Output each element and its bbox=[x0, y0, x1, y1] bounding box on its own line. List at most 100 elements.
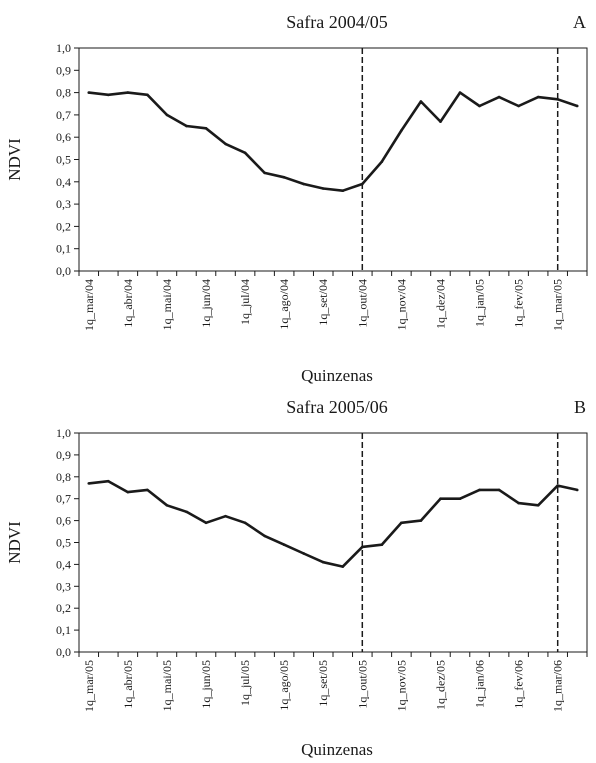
x-tick-label: 1q_dez/05 bbox=[433, 660, 447, 710]
x-tick-label: 1q_jun/04 bbox=[199, 279, 213, 328]
ndvi-data-point bbox=[439, 497, 442, 501]
y-tick-label: 0,0 bbox=[56, 264, 71, 278]
ndvi-series-line bbox=[88, 479, 578, 568]
y-tick-label: 0,6 bbox=[56, 514, 71, 528]
x-tick-label: 1q_jan/05 bbox=[473, 279, 487, 327]
x-tick-label: 1q_set/04 bbox=[316, 279, 330, 326]
ndvi-data-point bbox=[439, 120, 442, 123]
ndvi-data-point bbox=[321, 187, 325, 190]
y-tick-label: 0,9 bbox=[56, 448, 71, 462]
chart-panel-a: 0,0 0,1 0,2 0,3 0,4 0,5 0,6 0,7 0,8 0,9 1,0 1q_mar/… bbox=[5, 12, 588, 385]
ndvi-data-point bbox=[165, 503, 169, 507]
ndvi-data-point bbox=[263, 534, 266, 538]
chart-panel-b: 0,0 0,1 0,2 0,3 0,4 0,5 0,6 0,7 0,8 0,9 1,0 1q_mar/… bbox=[5, 397, 588, 759]
x-tick-label: 1q_dez/04 bbox=[433, 279, 447, 329]
chart-title: Safra 2005/06 bbox=[286, 397, 387, 417]
ndvi-data-point bbox=[400, 129, 403, 132]
ndvi-data-point bbox=[536, 503, 540, 507]
x-tick-label: 1q_nov/05 bbox=[394, 660, 408, 711]
y-tick-label: 0,1 bbox=[56, 242, 71, 256]
ndvi-data-point bbox=[107, 93, 110, 97]
x-tick-label: 1q_fev/05 bbox=[512, 279, 526, 328]
ndvi-series-line bbox=[88, 91, 578, 192]
plot-frame bbox=[78, 432, 588, 653]
ndvi-data-point bbox=[107, 479, 110, 483]
x-tick-label: 1q_jun/05 bbox=[199, 660, 213, 709]
x-tick-label: 1q_jul/05 bbox=[238, 660, 252, 706]
y-tick-label: 0,1 bbox=[56, 623, 71, 637]
ndvi-data-point bbox=[185, 124, 188, 128]
y-tick-label: 0,5 bbox=[56, 153, 71, 167]
chart-title: Safra 2004/05 bbox=[286, 12, 387, 32]
ndvi-data-point bbox=[224, 142, 227, 146]
ndvi-data-point bbox=[341, 565, 345, 568]
ndvi-data-point bbox=[146, 488, 149, 492]
ndvi-data-point bbox=[87, 91, 91, 94]
ndvi-data-point bbox=[243, 151, 247, 155]
ndvi-data-point bbox=[204, 521, 208, 525]
ndvi-data-point bbox=[87, 482, 91, 485]
x-tick-label: 1q_fev/06 bbox=[512, 660, 526, 709]
ndvi-data-point bbox=[302, 182, 305, 186]
y-tick-label: 0,3 bbox=[56, 579, 71, 593]
y-tick-label: 0,5 bbox=[56, 536, 71, 550]
ndvi-data-point bbox=[185, 510, 188, 514]
ndvi-data-point bbox=[321, 560, 325, 564]
ndvi-data-point bbox=[419, 519, 423, 522]
panel-letter: A bbox=[573, 12, 586, 32]
y-tick-label: 1,0 bbox=[56, 41, 71, 55]
ndvi-data-point bbox=[458, 91, 462, 94]
x-tick-label: 1q_mar/06 bbox=[551, 660, 565, 712]
y-tick-label: 0,8 bbox=[56, 470, 71, 484]
y-tick-label: 0,4 bbox=[56, 175, 71, 189]
x-tick-label: 1q_mar/05 bbox=[551, 279, 565, 331]
ndvi-data-point bbox=[361, 182, 364, 186]
x-tick-label: 1q_mar/05 bbox=[82, 660, 96, 712]
x-tick-label: 1q_mai/05 bbox=[160, 660, 174, 711]
ndvi-data-point bbox=[478, 488, 481, 492]
y-axis-label: NDVI bbox=[5, 138, 24, 181]
y-tick-label: 0,0 bbox=[56, 645, 71, 659]
ndvi-data-point bbox=[556, 484, 559, 487]
ndvi-data-point bbox=[497, 488, 501, 492]
ndvi-data-point bbox=[204, 126, 208, 130]
y-tick-label: 0,2 bbox=[56, 219, 71, 233]
y-tick-label: 0,7 bbox=[56, 108, 71, 122]
y-tick-label: 0,4 bbox=[56, 557, 71, 571]
x-axis-label: Quinzenas bbox=[301, 740, 373, 759]
ndvi-data-point bbox=[497, 95, 501, 99]
ndvi-data-point bbox=[517, 501, 520, 505]
ndvi-data-point bbox=[400, 521, 403, 525]
ndvi-data-point bbox=[243, 521, 247, 525]
x-tick-label: 1q_mar/04 bbox=[82, 279, 96, 331]
x-tick-label: 1q_jul/04 bbox=[238, 279, 252, 325]
ndvi-data-point bbox=[282, 176, 286, 179]
y-tick-label: 0,6 bbox=[56, 130, 71, 144]
x-tick-label: 1q_ago/04 bbox=[277, 279, 291, 330]
ndvi-data-point bbox=[380, 160, 384, 164]
ndvi-data-point bbox=[478, 104, 481, 108]
x-tick-label: 1q_out/04 bbox=[355, 279, 369, 328]
x-tick-label: 1q_set/05 bbox=[316, 660, 330, 707]
x-tick-label: 1q_mai/04 bbox=[160, 279, 174, 330]
ndvi-data-point bbox=[165, 113, 169, 117]
y-tick-label: 0,2 bbox=[56, 601, 71, 615]
ndvi-data-point bbox=[575, 488, 579, 492]
ndvi-data-point bbox=[575, 104, 579, 108]
ndvi-data-point bbox=[341, 189, 345, 193]
x-tick-label: 1q_nov/04 bbox=[394, 279, 408, 330]
plot-frame bbox=[78, 47, 588, 272]
panel-letter: B bbox=[574, 397, 586, 417]
y-axis-label: NDVI bbox=[5, 521, 24, 564]
ndvi-data-point bbox=[419, 100, 423, 103]
y-tick-label: 0,7 bbox=[56, 492, 71, 506]
x-axis-label: Quinzenas bbox=[301, 366, 373, 385]
ndvi-data-point bbox=[302, 552, 305, 555]
ndvi-data-point bbox=[556, 97, 559, 101]
x-tick-label: 1q_abr/05 bbox=[121, 660, 135, 709]
ndvi-data-point bbox=[146, 93, 149, 97]
x-tick-label: 1q_out/05 bbox=[355, 660, 369, 709]
ndvi-data-point bbox=[126, 91, 130, 94]
y-tick-label: 0,9 bbox=[56, 63, 71, 77]
